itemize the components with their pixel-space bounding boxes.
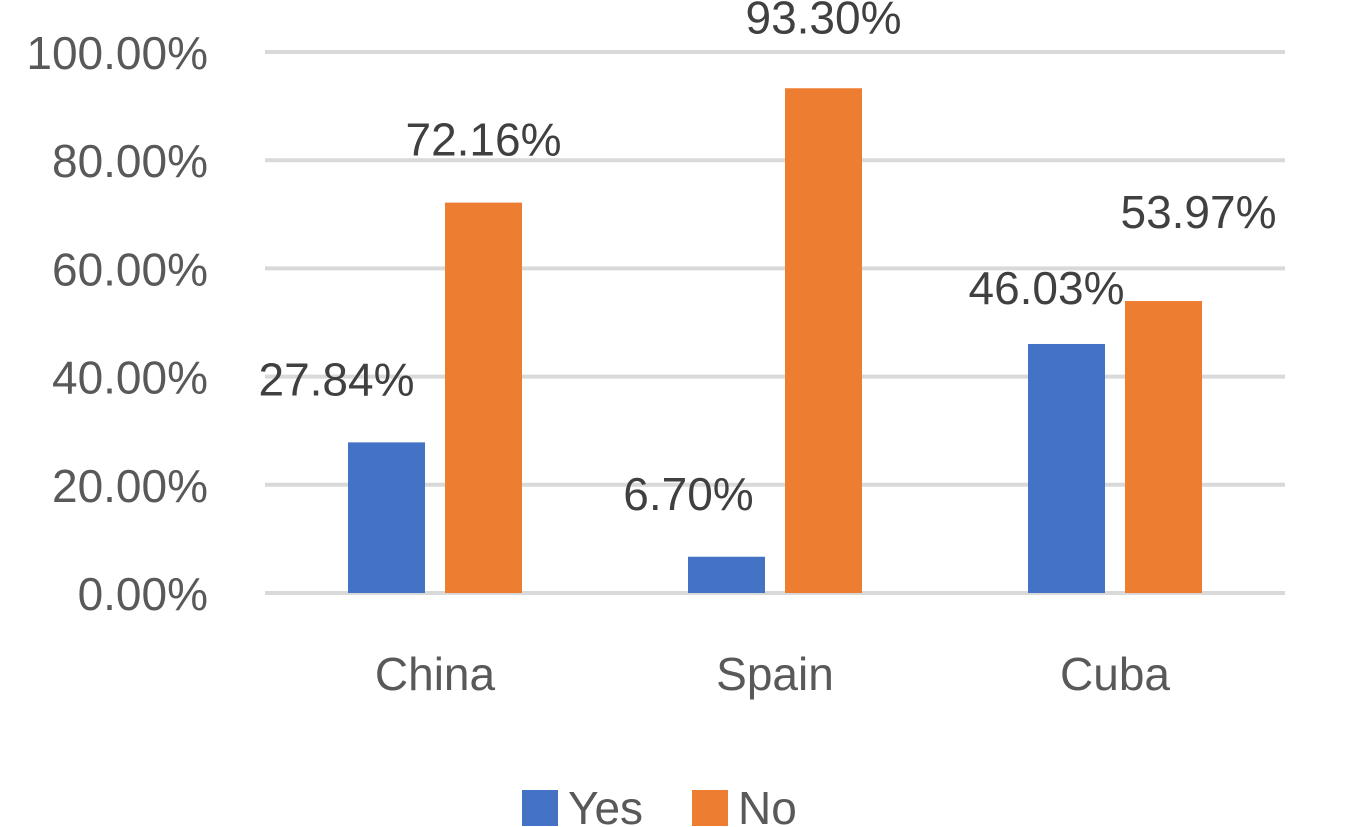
data-labels: 27.84% 72.16% 6.70% 93.30% 46.03% 53.97% <box>258 0 1276 520</box>
x-axis-categories: China Spain Cuba <box>375 648 1171 700</box>
x-category-label: Spain <box>716 648 834 700</box>
data-label-no-china: 72.16% <box>405 114 561 166</box>
legend-label-yes: Yes <box>568 782 643 827</box>
x-category-label: Cuba <box>1060 648 1170 700</box>
y-tick-label: 40.00% <box>52 352 208 404</box>
legend: Yes No <box>522 782 797 827</box>
y-tick-label: 20.00% <box>52 460 208 512</box>
bar-no-china <box>445 202 522 594</box>
y-tick-label: 60.00% <box>52 243 208 295</box>
legend-swatch-yes <box>522 790 558 826</box>
x-category-label: China <box>375 648 496 700</box>
data-label-no-cuba: 53.97% <box>1120 186 1276 238</box>
bars <box>348 88 1202 594</box>
data-label-yes-cuba: 46.03% <box>968 262 1124 314</box>
legend-label-no: No <box>738 782 797 827</box>
bar-yes-spain <box>688 556 765 593</box>
gridlines <box>265 50 1285 595</box>
data-label-yes-spain: 6.70% <box>623 468 753 520</box>
y-tick-label: 0.00% <box>78 568 208 620</box>
data-label-no-spain: 93.30% <box>745 0 901 43</box>
y-axis-ticks: 0.00% 20.00% 40.00% 60.00% 80.00% 100.00% <box>26 27 208 620</box>
bar-no-spain <box>785 88 862 593</box>
y-tick-label: 80.00% <box>52 135 208 187</box>
y-tick-label: 100.00% <box>26 27 208 79</box>
bar-no-cuba <box>1125 301 1202 593</box>
bar-yes-china <box>348 442 425 593</box>
bar-yes-cuba <box>1028 343 1105 593</box>
data-label-yes-china: 27.84% <box>258 353 414 405</box>
legend-swatch-no <box>692 790 728 826</box>
